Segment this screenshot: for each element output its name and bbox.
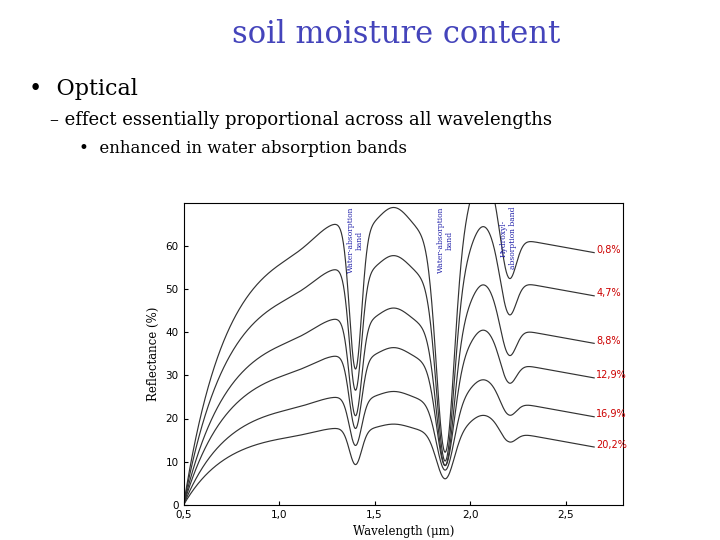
Text: Water-absorption
band: Water-absorption band [347, 207, 364, 273]
Text: •  Optical: • Optical [29, 78, 138, 100]
X-axis label: Wavelength (μm): Wavelength (μm) [353, 525, 454, 538]
Text: •  enhanced in water absorption bands: • enhanced in water absorption bands [79, 140, 408, 157]
Text: 4,7%: 4,7% [596, 288, 621, 299]
Text: Hydroxyl-
absorption band: Hydroxyl- absorption band [500, 207, 517, 269]
Text: 16,9%: 16,9% [596, 409, 626, 420]
Text: soil moisture content: soil moisture content [232, 19, 560, 50]
Text: 20,2%: 20,2% [596, 440, 627, 450]
Text: – effect essentially proportional across all wavelengths: – effect essentially proportional across… [50, 111, 552, 129]
Text: Water-absorption
band: Water-absorption band [436, 207, 454, 273]
Text: 12,9%: 12,9% [596, 370, 627, 381]
Y-axis label: Reflectance (%): Reflectance (%) [147, 307, 160, 401]
Text: 8,8%: 8,8% [596, 336, 621, 346]
Text: 0,8%: 0,8% [596, 245, 621, 255]
